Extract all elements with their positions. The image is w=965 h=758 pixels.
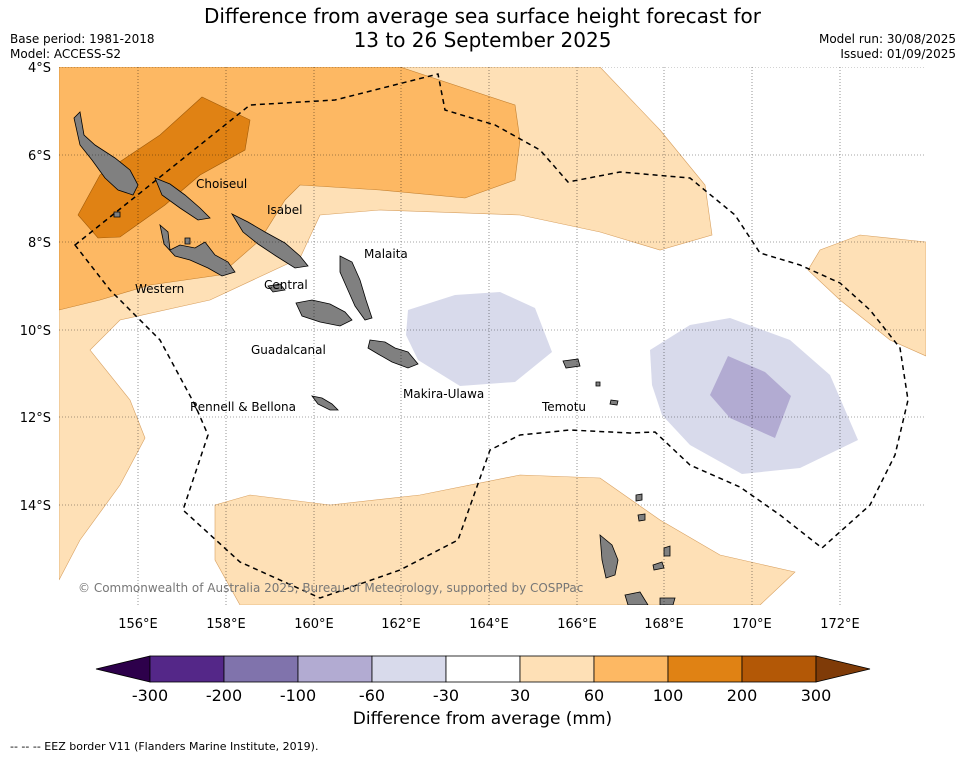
label-guadalcanal: Guadalcanal xyxy=(251,343,326,357)
western-islet-b xyxy=(113,211,121,218)
lon-tick: 172°E xyxy=(820,617,860,632)
lon-tick: 162°E xyxy=(381,617,421,632)
colorbar-extend-high xyxy=(815,655,871,683)
gridlines xyxy=(59,67,926,605)
colorbar-tick-label: -60 xyxy=(359,686,385,705)
colorbar-swatch xyxy=(223,655,299,683)
label-central: Central xyxy=(264,278,308,292)
map-canvas: Choiseul Isabel Malaita Western Central … xyxy=(20,61,926,632)
santa-cruz-island xyxy=(562,358,581,369)
land-masses xyxy=(73,111,676,605)
copyright-notice: © Commonwealth of Australia 2025, Bureau… xyxy=(78,581,583,595)
chart-title: Difference from average sea surface heig… xyxy=(0,4,965,52)
vanuatu-islet-a xyxy=(635,493,643,502)
lat-tick: 4°S xyxy=(28,61,51,76)
colorbar-swatch xyxy=(593,655,669,683)
colorbar-swatch xyxy=(519,655,595,683)
colorbar: -300 -200 -100 -60 -30 30 60 100 200 300 xyxy=(95,655,871,705)
lon-tick: 166°E xyxy=(557,617,597,632)
colorbar-tick-label: -100 xyxy=(280,686,316,705)
small-island-a xyxy=(595,381,601,387)
lon-tick: 156°E xyxy=(118,617,158,632)
anomaly-30-60-south xyxy=(214,474,796,605)
lon-axis: 156°E 158°E 160°E 162°E 164°E 166°E 168°… xyxy=(118,617,860,632)
label-makira-ulawa: Makira-Ulawa xyxy=(403,387,484,401)
label-isabel: Isabel xyxy=(267,203,302,217)
map-area: Choiseul Isabel Malaita Western Central … xyxy=(59,67,926,605)
vanuatu-north-2 xyxy=(624,591,649,605)
colorbar-tick-label: -300 xyxy=(132,686,168,705)
lat-tick: 14°S xyxy=(20,499,51,514)
colorbar-tick-label: -200 xyxy=(206,686,242,705)
lon-tick: 168°E xyxy=(644,617,684,632)
colorbar-swatches xyxy=(95,655,871,683)
colorbar-swatch xyxy=(149,655,225,683)
western-islet-a xyxy=(184,237,191,245)
lat-tick: 6°S xyxy=(28,149,51,164)
label-malaita: Malaita xyxy=(364,247,408,261)
label-choiseul: Choiseul xyxy=(196,177,247,191)
rennell-island xyxy=(311,395,339,411)
anomaly-neg30-60-center xyxy=(406,292,552,386)
colorbar-swatch xyxy=(667,655,743,683)
lat-axis: 4°S 6°S 8°S 10°S 12°S 14°S xyxy=(20,61,51,514)
title-line-1: Difference from average sea surface heig… xyxy=(203,4,762,28)
vanuatu-islet-d xyxy=(663,545,671,557)
isabel-island xyxy=(230,213,309,269)
eez-border xyxy=(73,73,909,599)
anomaly-100-200 xyxy=(77,96,251,239)
base-period: Base period: 1981-2018 xyxy=(10,32,155,46)
vanuatu-islet-b xyxy=(637,513,646,522)
malaita-island xyxy=(339,255,373,321)
lon-tick: 170°E xyxy=(732,617,772,632)
lat-tick: 8°S xyxy=(28,236,51,251)
lon-tick: 160°E xyxy=(294,617,334,632)
colorbar-tick-label: 30 xyxy=(510,686,530,705)
colorbar-ticks: -300 -200 -100 -60 -30 30 60 100 200 300 xyxy=(132,686,831,705)
issued-date: Issued: 01/09/2025 xyxy=(840,47,956,61)
colorbar-swatch xyxy=(741,655,817,683)
label-rennell-bellona: Rennell & Bellona xyxy=(190,400,296,414)
colorbar-tick-label: 100 xyxy=(653,686,684,705)
lat-tick: 10°S xyxy=(20,324,51,339)
vanikoro-island xyxy=(609,399,619,406)
colorbar-swatch xyxy=(371,655,447,683)
title-line-2: 13 to 26 September 2025 xyxy=(353,28,612,52)
lat-tick: 12°S xyxy=(20,411,51,426)
colorbar-extend-low xyxy=(95,655,151,683)
vanuatu-islet-e xyxy=(659,597,676,605)
anomaly-30-60-east xyxy=(807,234,926,357)
label-temotu: Temotu xyxy=(541,400,586,414)
vanuatu-north xyxy=(599,534,619,579)
label-western: Western xyxy=(135,282,184,296)
choiseul-island xyxy=(154,177,211,221)
colorbar-tick-label: 200 xyxy=(727,686,758,705)
colorbar-swatch xyxy=(445,655,521,683)
model-name: Model: ACCESS-S2 xyxy=(10,47,122,61)
meta-left: Base period: 1981-2018 Model: ACCESS-S2 xyxy=(10,32,155,62)
lon-tick: 158°E xyxy=(206,617,246,632)
meta-right: Model run: 30/08/2025 Issued: 01/09/2025 xyxy=(819,32,956,62)
new-georgia-islands xyxy=(159,223,236,277)
anomaly-neg60-100 xyxy=(710,356,791,438)
colorbar-tick-label: 60 xyxy=(584,686,604,705)
guadalcanal-island xyxy=(295,299,353,327)
colorbar-swatch xyxy=(297,655,373,683)
florida-islands xyxy=(267,283,286,293)
colorbar-label: Difference from average (mm) xyxy=(352,709,613,729)
eez-legend-note: -- -- -- EEZ border V11 (Flanders Marine… xyxy=(10,740,319,753)
lon-tick: 164°E xyxy=(469,617,509,632)
makira-island xyxy=(367,339,419,369)
colorbar-tick-label: -30 xyxy=(433,686,459,705)
colorbar-tick-label: 300 xyxy=(801,686,832,705)
model-run: Model run: 30/08/2025 xyxy=(818,32,956,46)
